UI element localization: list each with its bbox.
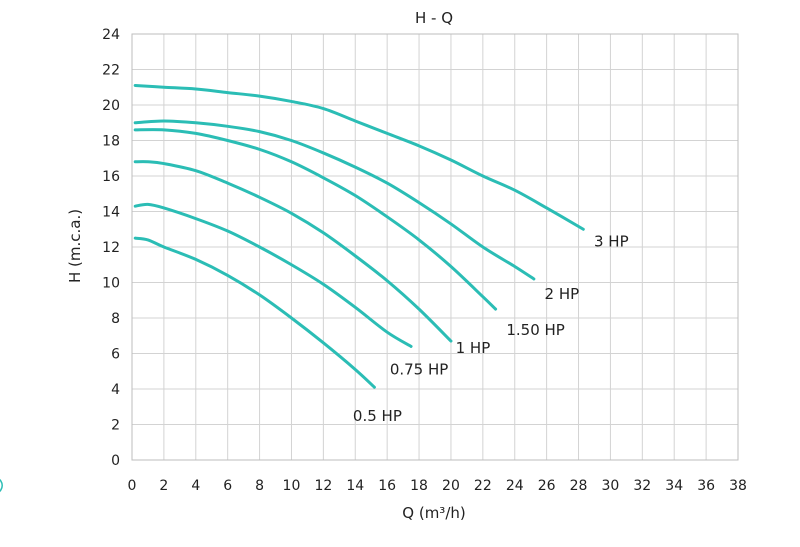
x-tick-label: 30 — [602, 478, 620, 494]
y-tick-label: 10 — [102, 276, 120, 292]
y-tick-label: 20 — [102, 98, 120, 114]
series-label: 1.50 HP — [506, 321, 565, 339]
y-tick-label: 16 — [102, 169, 120, 185]
x-tick-label: 6 — [223, 478, 232, 494]
series-line-0-5-hp — [133, 236, 376, 389]
series-line-1-50-hp — [133, 128, 498, 311]
y-tick-label: 8 — [111, 311, 120, 327]
x-tick-label: 12 — [314, 478, 332, 494]
series-label: 0.5 HP — [353, 407, 402, 425]
y-tick-label: 24 — [102, 27, 120, 43]
x-tick-label: 18 — [410, 478, 428, 494]
x-tick-label: 38 — [729, 478, 747, 494]
x-tick-label: 10 — [283, 478, 301, 494]
x-tick-label: 20 — [442, 478, 460, 494]
x-tick-label: 0 — [128, 478, 137, 494]
plot-area-border — [131, 33, 739, 461]
y-tick-label: 4 — [111, 382, 120, 398]
series-label: 1 HP — [456, 339, 491, 357]
series-label: 3 HP — [594, 232, 629, 250]
x-axis-ticks: 0 2 4 6 8 10 12 14 16 18 20 22 24 26 28 30 32 34 36 38 — [128, 478, 747, 494]
y-tick-label: 14 — [102, 205, 120, 221]
series-line-2-hp — [133, 119, 536, 281]
series-label: 2 HP — [545, 285, 580, 303]
y-tick-label: 0 — [111, 453, 120, 469]
x-tick-label: 32 — [633, 478, 651, 494]
x-tick-label: 26 — [538, 478, 556, 494]
x-tick-label: 24 — [506, 478, 524, 494]
x-tick-label: 4 — [191, 478, 200, 494]
series-labels: 0.5 HP 0.75 HP 1 HP 1.50 HP 2 HP 3 HP — [353, 232, 629, 425]
chart-title: H - Q — [415, 9, 453, 27]
series-line-0-75-hp — [133, 202, 413, 348]
x-tick-label: 34 — [665, 478, 683, 494]
x-tick-label: 22 — [474, 478, 492, 494]
series-label: 0.75 HP — [390, 360, 449, 378]
series-lines — [133, 83, 585, 389]
grid — [131, 33, 739, 461]
y-tick-label: 12 — [102, 240, 120, 256]
series-line-1-hp — [133, 160, 453, 343]
x-tick-label: 36 — [697, 478, 715, 494]
y-axis-title: H (m.c.a.) — [66, 209, 84, 283]
x-tick-label: 28 — [570, 478, 588, 494]
y-tick-label: 18 — [102, 134, 120, 150]
x-tick-label: 2 — [159, 478, 168, 494]
y-tick-label: 6 — [111, 347, 120, 363]
x-axis-title: Q (m³/h) — [402, 504, 465, 522]
x-tick-label: 8 — [255, 478, 264, 494]
y-tick-label: 2 — [111, 418, 120, 434]
x-tick-label: 16 — [378, 478, 396, 494]
edge-circle-fragment — [0, 479, 3, 492]
x-tick-label: 14 — [346, 478, 364, 494]
y-tick-label: 22 — [102, 63, 120, 79]
series-line-3-hp — [133, 83, 585, 231]
